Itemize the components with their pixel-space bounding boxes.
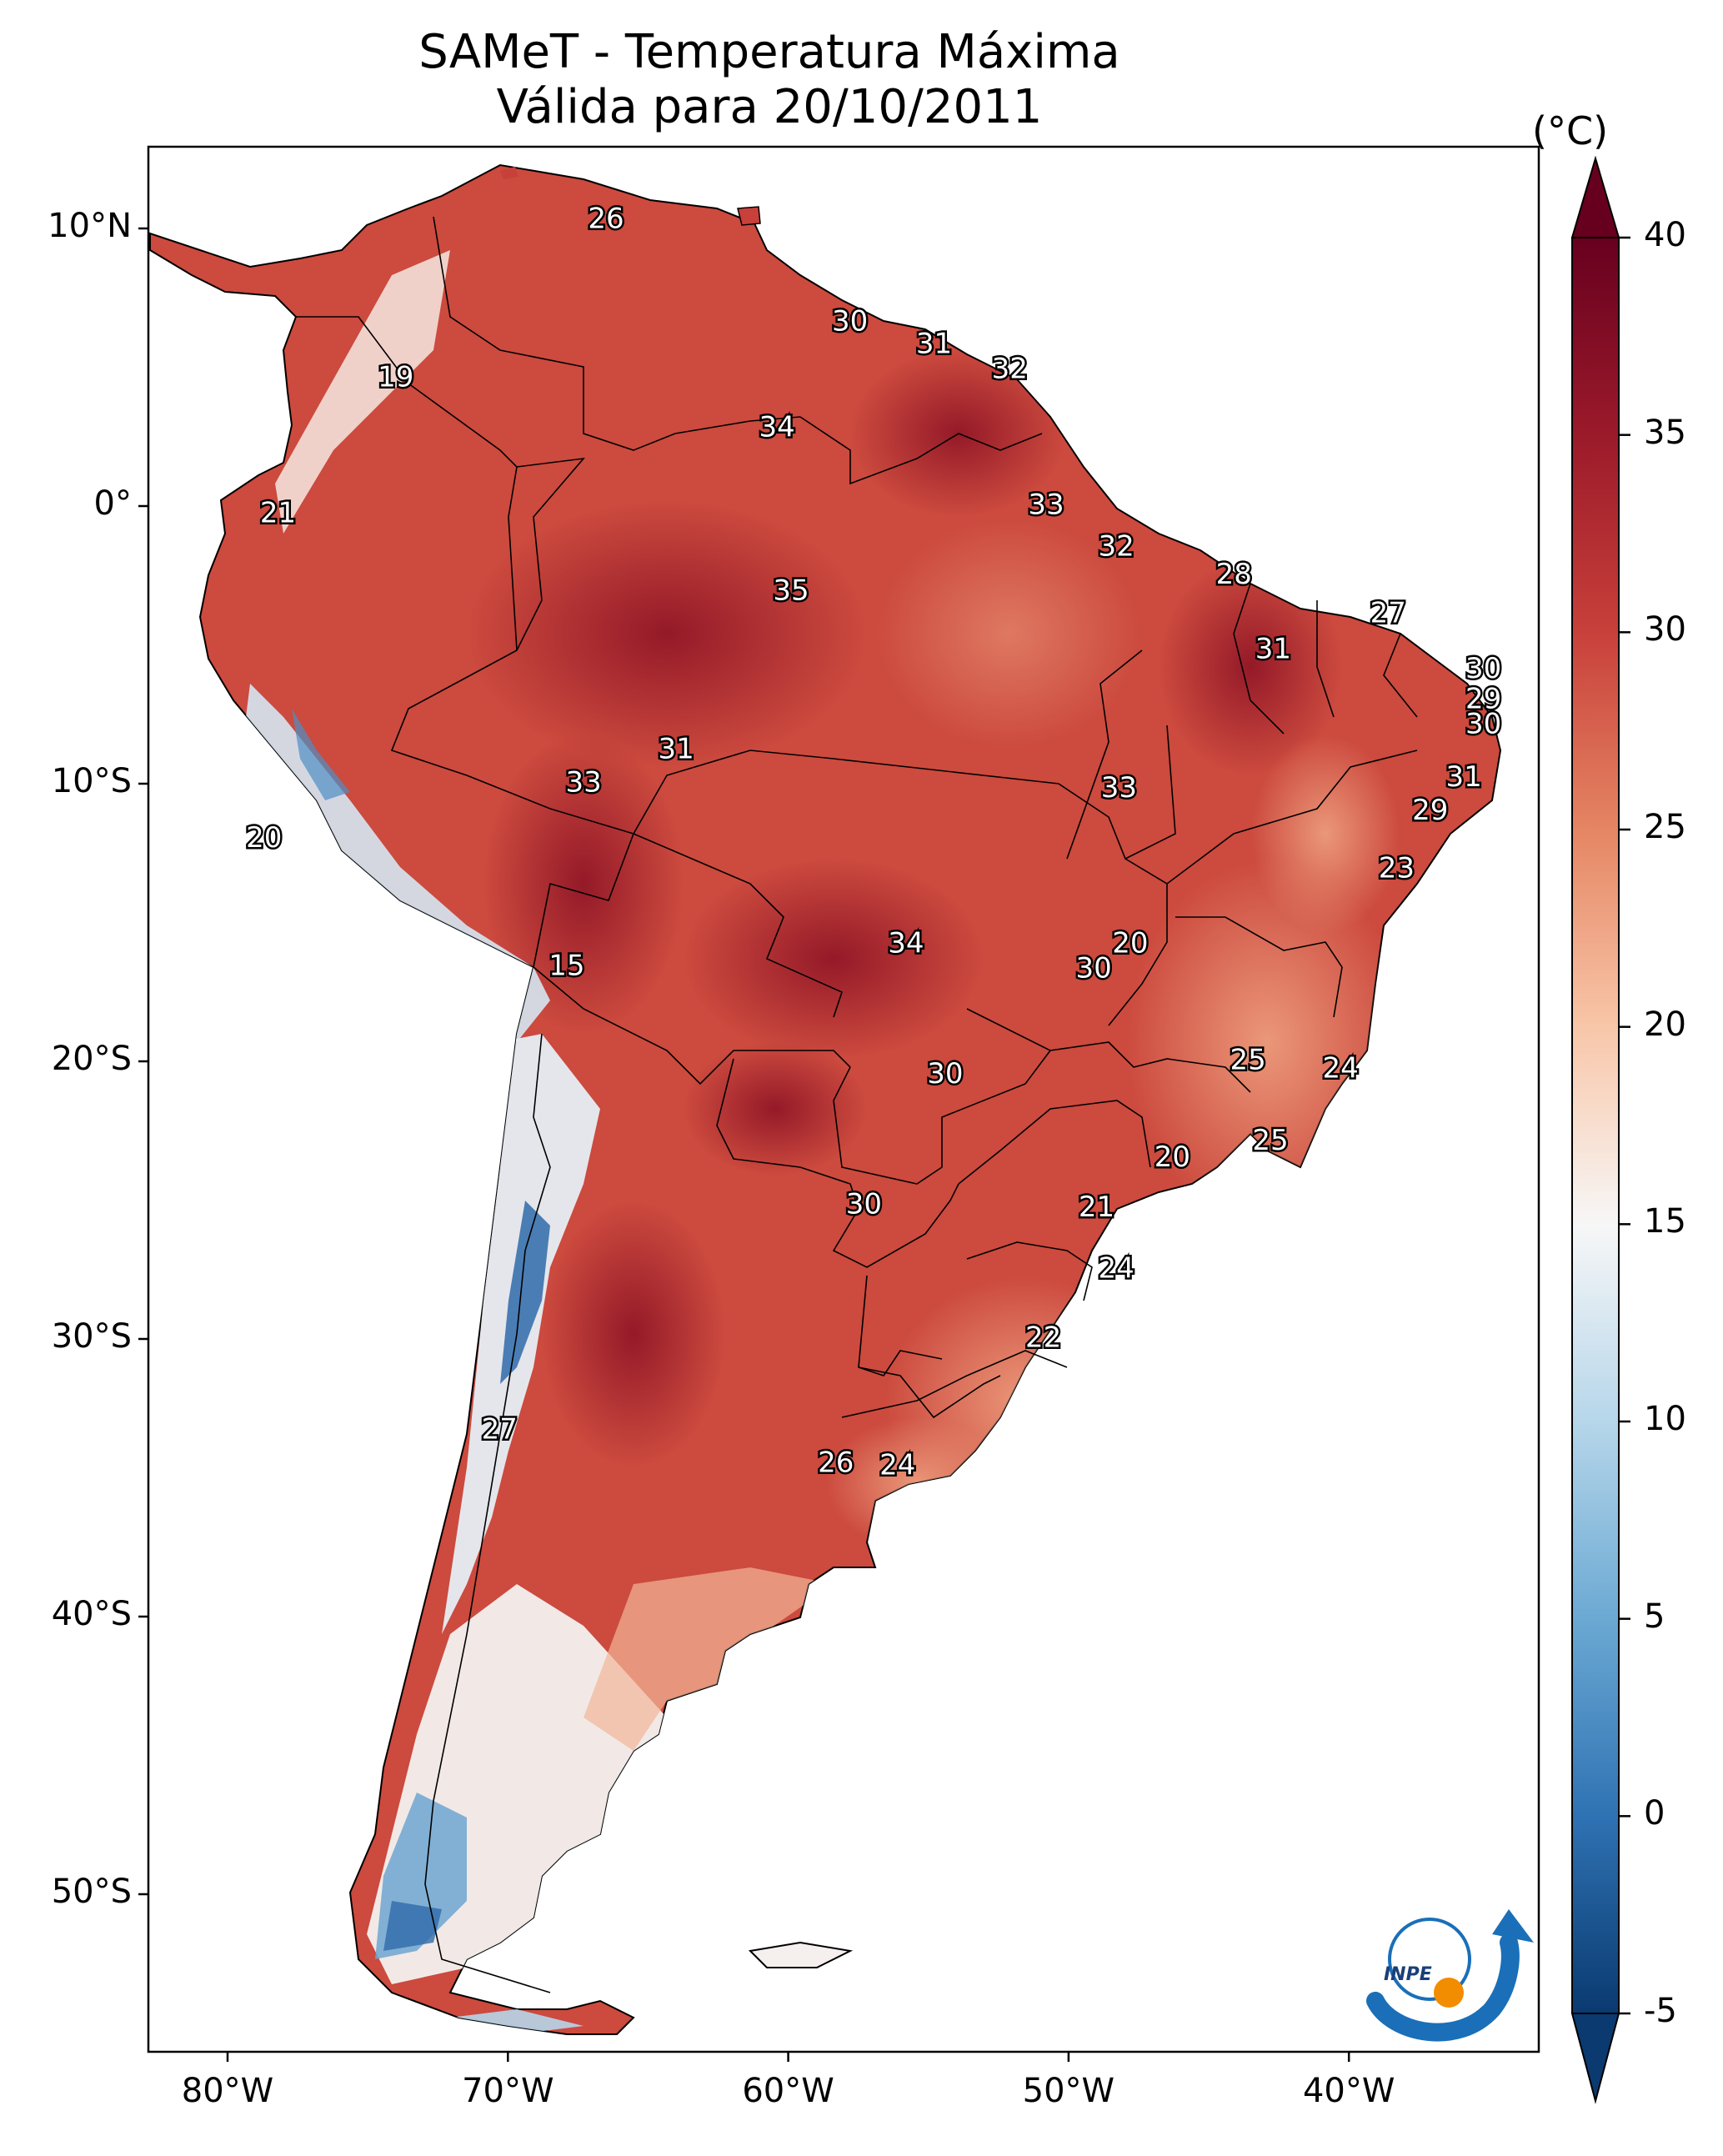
- temperature-label: 30: [1465, 652, 1501, 685]
- temperature-label: 34: [888, 927, 924, 960]
- temperature-label: 24: [1322, 1051, 1358, 1085]
- lon-label: 50°W: [1022, 2072, 1115, 2110]
- colorbar-tick-label: 25: [1644, 808, 1686, 846]
- colorbar-tick-label: 0: [1644, 1794, 1665, 1833]
- temperature-label: 33: [1028, 489, 1064, 522]
- colorbar-unit: (°C): [1532, 108, 1609, 153]
- temperature-label: 34: [759, 410, 795, 444]
- temperature-label: 32: [992, 352, 1028, 385]
- axis-ticks: [138, 227, 1350, 2062]
- temperature-label: 21: [260, 496, 296, 529]
- temperature-label: 20: [246, 821, 282, 855]
- lon-label: 70°W: [462, 2072, 554, 2110]
- colorbar-tick-label: 10: [1644, 1400, 1686, 1438]
- colorbar-tick-label: 35: [1644, 413, 1686, 452]
- inpe-logo: INPE: [1366, 1909, 1534, 2042]
- temperature-label: 19: [378, 360, 413, 394]
- temperature-label: 31: [916, 327, 952, 360]
- caribbean-islet: [500, 167, 518, 179]
- colorbar-tick-label: 5: [1644, 1597, 1665, 1636]
- colorbar-max-extension: [1570, 155, 1620, 238]
- temperature-label: 25: [1230, 1044, 1265, 1077]
- map-title: SAMeT - Temperatura Máxima: [418, 25, 1120, 79]
- temperature-label: 15: [548, 949, 584, 982]
- lat-label: 40°S: [51, 1595, 132, 1633]
- temperature-label: 23: [1379, 852, 1415, 885]
- temperature-label: 30: [846, 1188, 882, 1221]
- logo-sun-icon: [1434, 1978, 1464, 2008]
- temperature-label: 28: [1216, 558, 1252, 591]
- temperature-label: 26: [818, 1446, 854, 1479]
- temperature-label: 31: [1255, 633, 1291, 666]
- colorbar-bar: [1571, 237, 1620, 2014]
- lon-label: 40°W: [1302, 2072, 1395, 2110]
- logo-text: INPE: [1384, 1964, 1432, 1985]
- logo-arrow-icon: [1492, 1909, 1534, 1943]
- logo-swoosh: [1366, 1933, 1520, 2042]
- temperature-label: 32: [1098, 529, 1134, 563]
- lat-label: 20°S: [51, 1040, 132, 1078]
- trinidad-island: [737, 206, 761, 226]
- temperature-label: 25: [1252, 1124, 1288, 1157]
- colorbar-tick-label: 30: [1644, 610, 1686, 649]
- temperature-label: 31: [658, 733, 694, 766]
- map-frame: [147, 145, 1540, 2053]
- temperature-label: 30: [1076, 952, 1112, 985]
- colorbar-min-extension: [1570, 2013, 1620, 2104]
- logo-ring: [1388, 1918, 1471, 2001]
- lon-label: 80°W: [181, 2072, 274, 2110]
- map-subtitle: Válida para 20/10/2011: [496, 80, 1043, 134]
- colorbar-tick-label: 20: [1644, 1005, 1686, 1044]
- temperature-label: 29: [1412, 794, 1448, 827]
- temperature-label: 27: [1370, 596, 1406, 629]
- colorbar: [1570, 155, 1630, 2104]
- lat-label: 0°: [93, 484, 132, 523]
- colorbar-tick-label: 15: [1644, 1202, 1686, 1241]
- temperature-label: 20: [1112, 927, 1148, 960]
- colorbar-tick-label: 40: [1644, 216, 1686, 254]
- temperature-label: 29: [1465, 683, 1501, 716]
- temperature-label: 30: [1465, 708, 1501, 741]
- temperature-label: 21: [1079, 1191, 1114, 1224]
- temperature-label: 31: [1445, 760, 1481, 794]
- temperature-label: 24: [1098, 1251, 1134, 1285]
- falkland-islands: [748, 1941, 854, 1968]
- temperature-label: 33: [1101, 771, 1137, 805]
- temperature-label: 27: [482, 1412, 518, 1446]
- temperature-label: 22: [1025, 1321, 1061, 1355]
- colorbar-tick-label: -5: [1644, 1992, 1677, 2030]
- temperature-label: 33: [565, 766, 601, 800]
- country-borders: [296, 216, 1418, 1993]
- temperature-label: 30: [927, 1057, 963, 1091]
- lat-label: 50°S: [51, 1873, 132, 1911]
- temperature-label: 35: [773, 574, 809, 608]
- colorbar-ticks: [1619, 236, 1630, 2015]
- lat-label: 30°S: [51, 1317, 132, 1356]
- temperature-label: 30: [832, 305, 868, 338]
- temperature-label: 24: [879, 1449, 915, 1482]
- temperature-label: 26: [588, 203, 624, 236]
- lon-label: 60°W: [742, 2072, 834, 2110]
- temperature-label: 20: [1155, 1141, 1190, 1174]
- lat-label: 10°S: [51, 762, 132, 800]
- lat-label: 10°N: [48, 207, 132, 245]
